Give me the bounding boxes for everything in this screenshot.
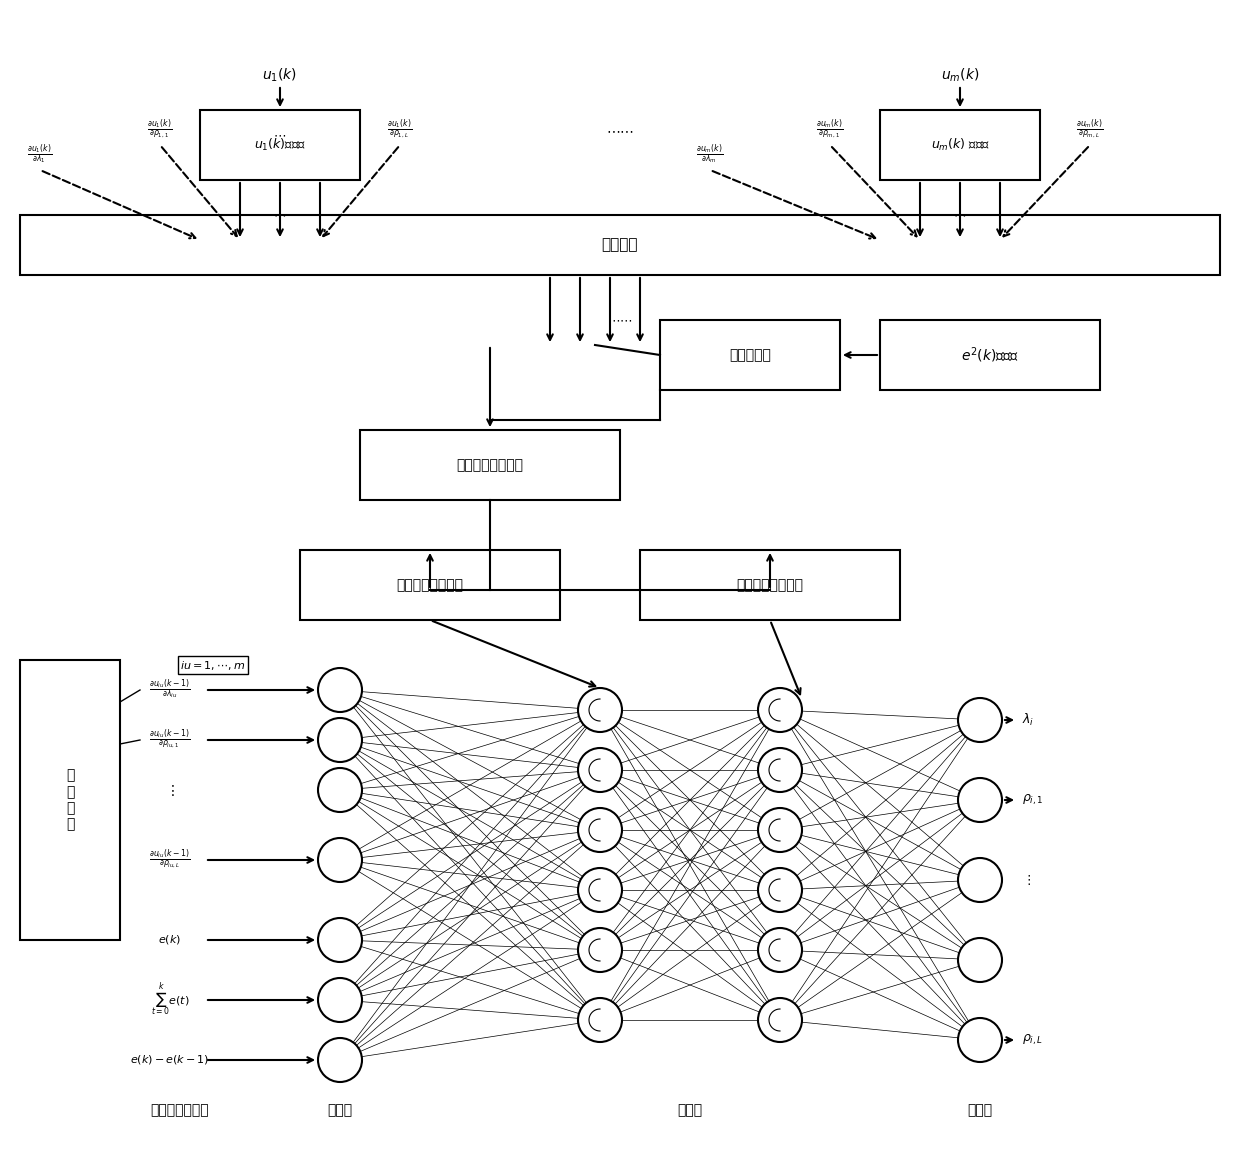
Circle shape xyxy=(578,809,622,851)
Text: $\frac{\partial u_m(k)}{\partial \rho_{m,1}}$: $\frac{\partial u_m(k)}{\partial \rho_{m… xyxy=(816,118,843,143)
FancyBboxPatch shape xyxy=(20,215,1220,275)
Text: 系统误差反向传播: 系统误差反向传播 xyxy=(456,458,523,472)
Circle shape xyxy=(959,858,1002,902)
FancyBboxPatch shape xyxy=(880,110,1040,180)
Circle shape xyxy=(758,748,802,792)
Text: 更新隐含层权系数: 更新隐含层权系数 xyxy=(397,578,464,592)
Circle shape xyxy=(758,688,802,732)
Circle shape xyxy=(317,768,362,812)
Text: $\rho_{i,L}$: $\rho_{i,L}$ xyxy=(1022,1032,1043,1047)
Circle shape xyxy=(317,1038,362,1082)
Text: $u_1(k)$: $u_1(k)$ xyxy=(263,66,298,84)
Text: $\frac{\partial u_m(k)}{\partial \rho_{m,L}}$: $\frac{\partial u_m(k)}{\partial \rho_{m… xyxy=(1076,118,1104,143)
Text: $\cdots$: $\cdots$ xyxy=(954,209,966,222)
Text: $u_m(k)$ 的梯度: $u_m(k)$ 的梯度 xyxy=(931,137,990,153)
Text: $\frac{\partial u_{iu}(k-1)}{\partial \lambda_{iu}}$: $\frac{\partial u_{iu}(k-1)}{\partial \l… xyxy=(149,677,191,702)
Text: $\frac{\partial u_m(k)}{\partial \lambda_m}$: $\frac{\partial u_m(k)}{\partial \lambda… xyxy=(697,143,723,167)
FancyBboxPatch shape xyxy=(360,430,620,500)
Text: $\frac{\partial u_1(k)}{\partial \rho_{1,L}}$: $\frac{\partial u_1(k)}{\partial \rho_{1… xyxy=(387,118,413,143)
Text: 梯
度
集
合: 梯 度 集 合 xyxy=(66,769,74,832)
Circle shape xyxy=(317,978,362,1022)
Circle shape xyxy=(317,838,362,882)
Circle shape xyxy=(758,928,802,972)
Text: $\cdots$: $\cdots$ xyxy=(274,129,286,142)
Circle shape xyxy=(959,1018,1002,1063)
FancyBboxPatch shape xyxy=(880,320,1100,390)
Circle shape xyxy=(758,868,802,912)
Text: 更新输出层权系数: 更新输出层权系数 xyxy=(737,578,804,592)
Circle shape xyxy=(578,868,622,912)
Text: $e^2(k)$最小化: $e^2(k)$最小化 xyxy=(961,346,1019,364)
Text: $\vdots$: $\vdots$ xyxy=(165,783,175,798)
Text: $\cdots\cdots$: $\cdots\cdots$ xyxy=(608,313,632,326)
Text: 梯度下降法: 梯度下降法 xyxy=(729,348,771,362)
FancyBboxPatch shape xyxy=(300,550,560,619)
Circle shape xyxy=(959,698,1002,742)
Text: $\frac{\partial u_1(k)}{\partial \lambda_1}$: $\frac{\partial u_1(k)}{\partial \lambda… xyxy=(27,143,52,167)
Circle shape xyxy=(578,748,622,792)
Circle shape xyxy=(758,809,802,851)
Circle shape xyxy=(959,938,1002,983)
Circle shape xyxy=(317,668,362,712)
Text: $\rho_{i,1}$: $\rho_{i,1}$ xyxy=(1022,793,1044,807)
Text: $e(k)$: $e(k)$ xyxy=(159,934,181,947)
Text: $\lambda_i$: $\lambda_i$ xyxy=(1022,712,1034,728)
Text: $\cdots$: $\cdots$ xyxy=(274,209,286,222)
Circle shape xyxy=(578,998,622,1042)
Text: $\sum_{t=0}^{k}e(t)$: $\sum_{t=0}^{k}e(t)$ xyxy=(151,981,190,1018)
FancyBboxPatch shape xyxy=(20,660,120,940)
Text: $iu=1,\cdots,m$: $iu=1,\cdots,m$ xyxy=(180,659,246,672)
Text: 隐含层: 隐含层 xyxy=(677,1103,703,1117)
Text: $\vdots$: $\vdots$ xyxy=(1022,873,1030,887)
Text: $\frac{\partial u_{iu}(k-1)}{\partial \rho_{iu,L}}$: $\frac{\partial u_{iu}(k-1)}{\partial \r… xyxy=(149,848,191,872)
Text: $\frac{\partial u_{iu}(k-1)}{\partial \rho_{iu,1}}$: $\frac{\partial u_{iu}(k-1)}{\partial \r… xyxy=(149,727,191,752)
Text: 梯度集合: 梯度集合 xyxy=(601,238,639,253)
Text: 输出层: 输出层 xyxy=(967,1103,992,1117)
Circle shape xyxy=(578,928,622,972)
FancyBboxPatch shape xyxy=(200,110,360,180)
Text: 神经网络的输入: 神经网络的输入 xyxy=(151,1103,210,1117)
FancyBboxPatch shape xyxy=(640,550,900,619)
Circle shape xyxy=(959,778,1002,822)
Circle shape xyxy=(578,688,622,732)
Circle shape xyxy=(758,998,802,1042)
Text: $e(k)-e(k-1)$: $e(k)-e(k-1)$ xyxy=(130,1053,210,1066)
Text: $\frac{\partial u_1(k)}{\partial \rho_{1,1}}$: $\frac{\partial u_1(k)}{\partial \rho_{1… xyxy=(148,118,172,143)
FancyBboxPatch shape xyxy=(660,320,839,390)
Text: 输入层: 输入层 xyxy=(327,1103,352,1117)
Text: $u_m(k)$: $u_m(k)$ xyxy=(941,66,980,84)
Text: $\cdots\cdots$: $\cdots\cdots$ xyxy=(606,123,634,137)
Circle shape xyxy=(317,918,362,962)
Text: $u_1(k)$的梯度: $u_1(k)$的梯度 xyxy=(254,137,306,153)
Circle shape xyxy=(317,718,362,762)
